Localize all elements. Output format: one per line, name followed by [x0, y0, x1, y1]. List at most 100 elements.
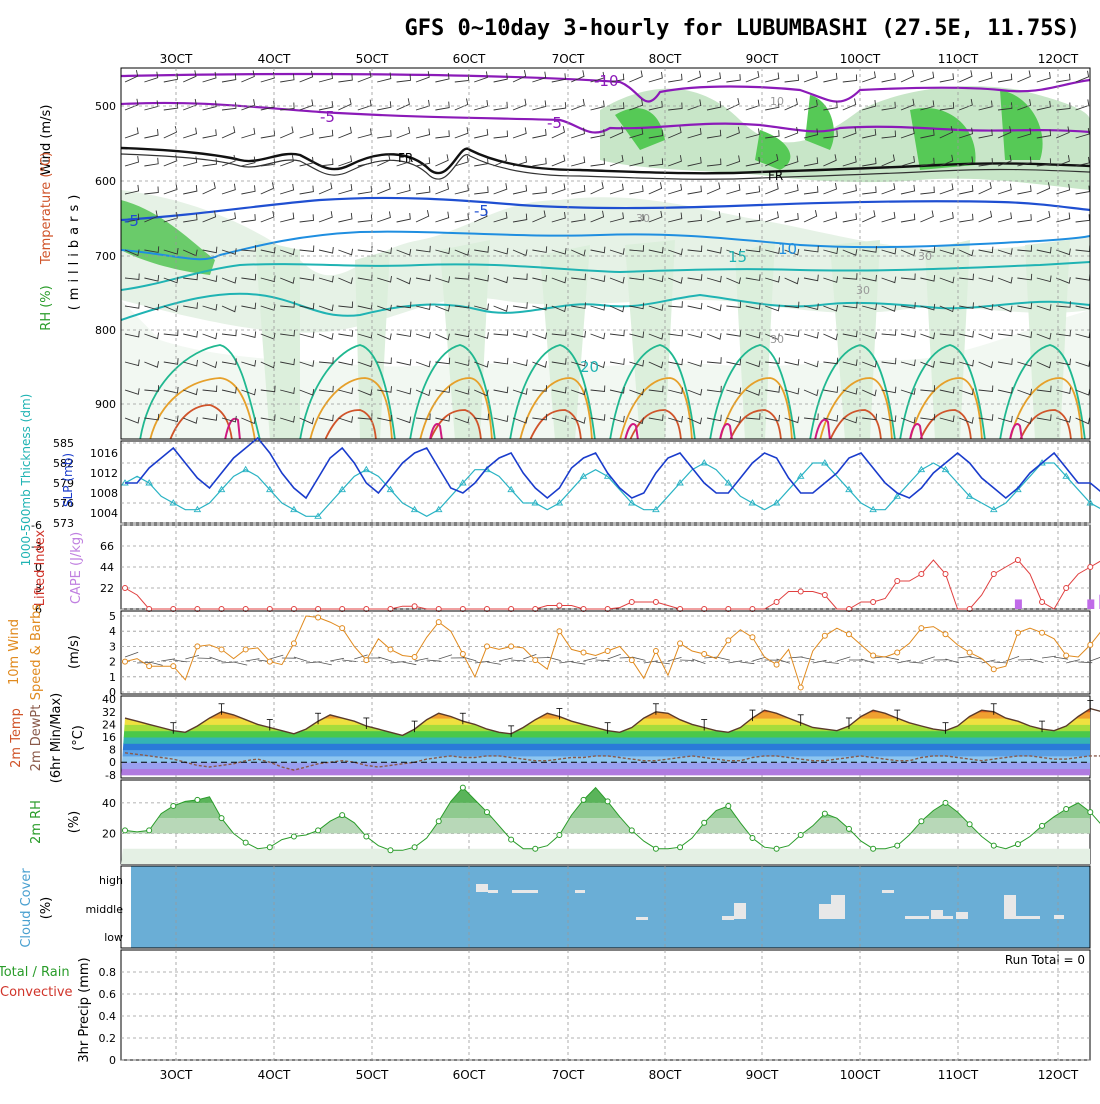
wind-barb: [909, 662, 923, 663]
cape-bar: [1087, 599, 1094, 609]
lifted-line-point: [822, 593, 827, 598]
temp-label: 2m Temp: [9, 708, 24, 768]
wind-barb: [656, 662, 670, 664]
precip-tick: 0.4: [99, 1010, 117, 1023]
rh-line-point: [798, 832, 803, 837]
wind-line-point: [919, 626, 924, 631]
rh-line-point: [846, 826, 851, 831]
lifted-line-point: [629, 600, 634, 605]
wind-barb: [946, 659, 959, 663]
wind-line-point: [702, 652, 707, 657]
wind-line-point: [1015, 630, 1020, 635]
wind-barb: [958, 656, 972, 658]
day-label: 5OCT: [356, 52, 389, 66]
wind-barb: [270, 655, 284, 659]
run-total: Run Total = 0: [1005, 953, 1085, 967]
rh-line-point: [388, 848, 393, 853]
rh-line-point: [653, 846, 658, 851]
cloud-bar: [636, 917, 648, 920]
millibars-label: (millibars): [67, 190, 82, 311]
pressure-tick: 900: [95, 398, 116, 411]
rh-line-point: [364, 834, 369, 839]
contour-label: -5: [124, 212, 139, 230]
wind-line-point: [991, 667, 996, 672]
wind-line-point: [388, 647, 393, 652]
cloud-bar: [819, 904, 831, 919]
temp-tick: 32: [102, 706, 116, 719]
cape-tick: 66: [100, 540, 114, 553]
temp-band: [121, 762, 1090, 769]
wind-barb: [752, 657, 765, 661]
cape-tick: 44: [100, 561, 114, 574]
cloud-bar: [956, 912, 968, 919]
rh-line-point: [1015, 842, 1020, 847]
wind-line-point: [484, 644, 489, 649]
rh-line-point: [702, 820, 707, 825]
rh2m-label: 2m RH: [29, 800, 44, 844]
cloud-bar: [488, 890, 498, 893]
cloud-bar: [734, 903, 746, 919]
slp-tick: 1004: [90, 507, 118, 520]
cloud-unit: (%): [39, 897, 54, 920]
convective-label: Convective: [0, 985, 73, 1000]
rh-line-point: [1064, 807, 1069, 812]
rh-line-point: [1040, 823, 1045, 828]
rh-line-point: [943, 800, 948, 805]
temp-band: [121, 769, 1090, 776]
wind-barb: [680, 660, 694, 661]
rh-line-point: [219, 816, 224, 821]
temp-tick: 40: [102, 693, 116, 706]
wind-barb: [596, 660, 610, 661]
wind-line-point: [726, 638, 731, 643]
cloud-bar: [1004, 895, 1016, 919]
wind-barb: [185, 655, 199, 659]
wind-tick: 2: [109, 656, 116, 669]
temp-tick: -8: [105, 769, 116, 782]
slp-tick: 1016: [90, 447, 118, 460]
rh-line-point: [291, 834, 296, 839]
wind-barb: [222, 662, 236, 663]
cloud-bar: [943, 916, 953, 919]
rh-line-point: [750, 836, 755, 841]
rh-line-point: [871, 846, 876, 851]
temp-band: [121, 699, 1090, 706]
rh-line-point: [340, 813, 345, 818]
wind-line-point: [243, 647, 248, 652]
day-label: 9OCT: [746, 1068, 779, 1082]
cloud-bar: [905, 916, 929, 919]
day-label: 7OCT: [552, 1068, 585, 1082]
rh-line-point: [171, 803, 176, 808]
panel-labels: Wind (m/s) Temperature (°C) RH (%) (mill…: [0, 105, 92, 1063]
wind-line-point: [147, 664, 152, 669]
day-label: 10OCT: [840, 52, 881, 66]
rh-line-point: [822, 811, 827, 816]
lifted-line-point: [1040, 600, 1045, 605]
temp-tick: 0: [109, 756, 116, 769]
wind-line-point: [871, 653, 876, 658]
wind-line-point: [653, 648, 658, 653]
rh-line-point: [412, 845, 417, 850]
wind-barb: [1090, 656, 1100, 661]
contour-label: FR: [398, 151, 413, 165]
cloud-bar: [831, 895, 845, 919]
lifted-line-point: [1064, 586, 1069, 591]
precip-label: Total / Rain: [0, 965, 70, 980]
wind-barb: [825, 662, 839, 664]
pressure-tick: 600: [95, 175, 116, 188]
precip-unit: 3hr Precip (mm): [77, 957, 92, 1062]
wind-barb: [547, 657, 560, 661]
rh-line-point: [991, 843, 996, 848]
wind-line-point: [267, 659, 272, 664]
wind-barb: [511, 660, 525, 661]
wind10-label2: Speed & Barbs: [29, 604, 44, 701]
wind-line-point: [750, 635, 755, 640]
wind-barb: [197, 658, 211, 659]
wind-tick: 5: [109, 610, 116, 623]
day-label: 5OCT: [356, 1068, 389, 1082]
wind-line-point: [364, 658, 369, 663]
